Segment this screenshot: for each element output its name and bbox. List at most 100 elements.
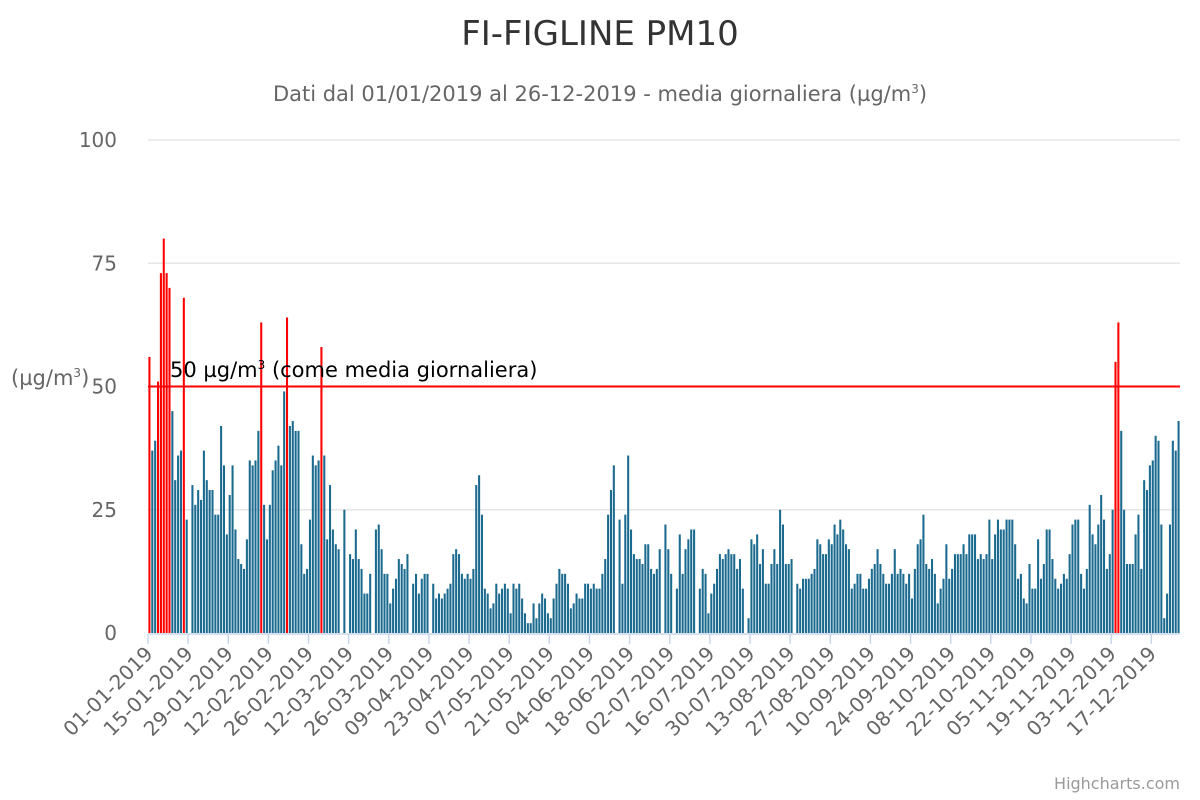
bar (449, 583, 452, 633)
ylabel-sup: 3 (73, 366, 82, 380)
bar (879, 563, 882, 633)
bar (432, 583, 435, 633)
bar (478, 475, 481, 633)
bar (962, 544, 965, 633)
bar (532, 603, 535, 633)
bar (320, 347, 323, 633)
bar (836, 534, 839, 633)
bar (727, 549, 730, 633)
bar (1160, 524, 1163, 633)
bar (1148, 465, 1151, 633)
bar (572, 603, 575, 633)
bar (564, 573, 567, 633)
bar (251, 465, 254, 633)
bar (435, 598, 438, 633)
bar (1163, 618, 1166, 633)
bar (761, 549, 764, 633)
bar (876, 549, 879, 633)
bar (288, 425, 291, 633)
bar (1005, 519, 1008, 633)
bar (492, 603, 495, 633)
bar (982, 559, 985, 633)
bar (767, 583, 770, 633)
bar (518, 583, 521, 633)
bar (607, 514, 610, 633)
bar (1011, 519, 1014, 633)
bar (893, 549, 896, 633)
bar (222, 465, 225, 633)
bar (495, 583, 498, 633)
bar (747, 618, 750, 633)
bar (675, 588, 678, 633)
bar (369, 573, 372, 633)
bar (1131, 563, 1134, 633)
bar (277, 445, 280, 633)
bar (480, 514, 483, 633)
bar (406, 554, 409, 633)
bar (217, 514, 220, 633)
bar (839, 519, 842, 633)
bar (988, 519, 991, 633)
bar (509, 613, 512, 633)
bar (899, 568, 902, 633)
bar (185, 519, 188, 633)
bar (1103, 519, 1106, 633)
bar (650, 568, 653, 633)
bar (627, 455, 630, 633)
bar (245, 539, 248, 633)
bar (936, 603, 939, 633)
bar (291, 421, 294, 633)
bar (472, 568, 475, 633)
bar (1077, 519, 1080, 633)
bar (807, 578, 810, 633)
bar (779, 509, 782, 633)
bar (1034, 588, 1037, 633)
bar (383, 573, 386, 633)
bar (910, 598, 913, 633)
bar (1123, 509, 1126, 633)
bar (1051, 559, 1054, 633)
bar (827, 539, 830, 633)
bar (604, 559, 607, 633)
credits-link[interactable]: Highcharts.com (1054, 774, 1180, 793)
bar (630, 529, 633, 633)
bar (294, 430, 297, 633)
bar (667, 549, 670, 633)
bar (1151, 460, 1154, 633)
bar (724, 554, 727, 633)
bar (845, 544, 848, 633)
bar (386, 573, 389, 633)
bar (925, 563, 928, 633)
bar (928, 568, 931, 633)
bar (933, 573, 936, 633)
bar (297, 430, 300, 633)
bar (549, 618, 552, 633)
bar (756, 534, 759, 633)
bar (799, 588, 802, 633)
bar (773, 549, 776, 633)
bar (343, 509, 346, 633)
bar (718, 554, 721, 633)
bar (652, 573, 655, 633)
bar (443, 593, 446, 633)
bar (1100, 494, 1103, 633)
bar (566, 583, 569, 633)
bar (1062, 573, 1065, 633)
bar (833, 524, 836, 633)
bar (469, 578, 472, 633)
bar (240, 563, 243, 633)
bar (632, 554, 635, 633)
bar (498, 593, 501, 633)
bar (1094, 544, 1097, 633)
bar (587, 583, 590, 633)
bar (394, 578, 397, 633)
bar (905, 583, 908, 633)
bar (644, 544, 647, 633)
bar (784, 563, 787, 633)
bar (331, 529, 334, 633)
bar (263, 504, 266, 633)
bar (1166, 593, 1169, 633)
bar (357, 559, 360, 633)
bar (483, 588, 486, 633)
bar (598, 588, 601, 633)
